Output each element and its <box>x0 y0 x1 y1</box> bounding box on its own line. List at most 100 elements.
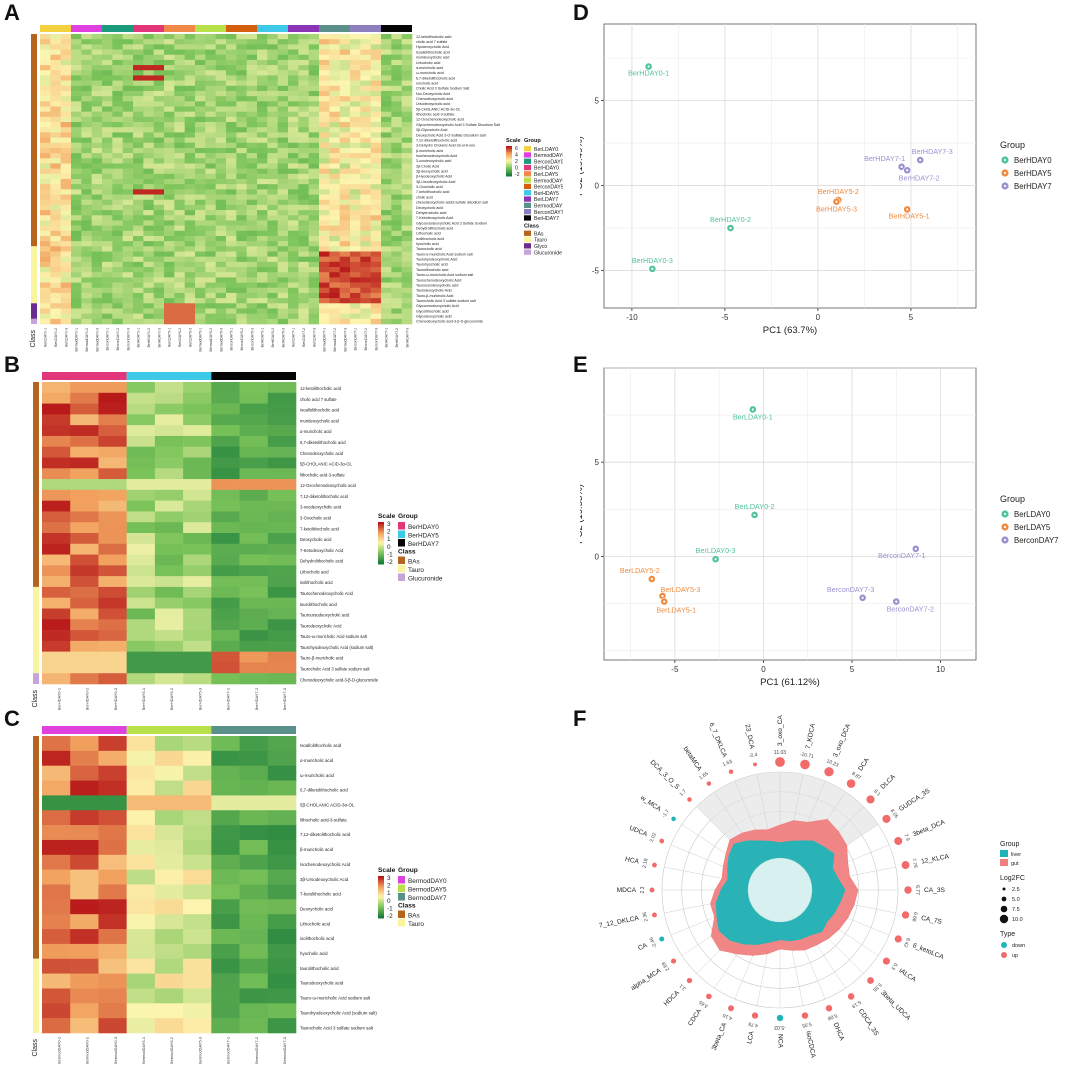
heatmap-cell <box>246 122 258 128</box>
heatmap-cell <box>143 142 154 149</box>
row-label: Cholic Acid 3 Sulfate Sodium Salt <box>416 87 469 91</box>
heatmap-cell <box>329 70 340 76</box>
x-axis-label: PC1 (61.12%) <box>760 677 820 688</box>
group-legend-item: BerconDAY0 <box>534 159 563 165</box>
heatmap-cell <box>60 210 72 216</box>
heatmap-cell <box>370 256 382 263</box>
heatmap-cell <box>153 241 165 247</box>
heatmap-cell <box>215 137 227 144</box>
heatmap-cell <box>205 225 216 232</box>
heatmap-cell <box>277 189 289 195</box>
row-label: hyocholic acid <box>300 951 328 956</box>
heatmap-cell <box>257 111 268 118</box>
panel-label-e: E <box>573 352 588 377</box>
heatmap-cell <box>239 765 269 781</box>
heatmap-cell <box>81 303 92 309</box>
scale-tick: -1 <box>387 551 393 558</box>
heatmap-cell <box>40 173 51 180</box>
group-legend-item: BerHDAY5 <box>534 191 559 197</box>
heatmap-cell <box>42 597 71 609</box>
heatmap-cell <box>154 576 184 588</box>
heatmap-cell <box>184 189 196 195</box>
heatmap-cell <box>288 70 299 76</box>
heatmap-cell <box>40 101 51 107</box>
heatmap-cell <box>40 158 51 164</box>
heatmap-cell <box>257 127 268 133</box>
heatmap-cell <box>42 662 71 674</box>
group-bar-BerconDAY5 <box>226 25 257 32</box>
heatmap-cell <box>174 303 185 309</box>
heatmap-cell <box>211 403 240 415</box>
scale-swatch <box>378 532 384 536</box>
heatmap-cell <box>236 261 247 268</box>
column-label: BerconDAY7-1 <box>354 328 358 350</box>
heatmap-cell <box>329 173 340 180</box>
heatmap-cell <box>71 230 82 237</box>
heatmap-cell <box>239 511 269 523</box>
row-label: Isoallolithocholic acid <box>416 50 450 54</box>
log2fc-bubble <box>825 1005 833 1012</box>
heatmap-cell <box>267 137 278 144</box>
heatmap-cell <box>257 267 268 273</box>
heatmap-cell <box>319 261 330 268</box>
heatmap-cell <box>184 210 196 216</box>
heatmap-cell <box>350 158 361 164</box>
heatmap-cell <box>71 225 82 232</box>
row-label: Taurocholic Acid 3 sulfate sodium salt <box>416 299 476 303</box>
heatmap-cell <box>42 651 71 663</box>
heatmap-cell <box>70 597 99 609</box>
heatmap-cell <box>236 127 247 133</box>
row-label: Chenodeoxycholic acid-3-β-D-glucuronide <box>416 320 483 324</box>
row-label: 7-Ketodeoxycholic Acid <box>300 548 344 553</box>
heatmap-cell <box>102 111 113 118</box>
heatmap-cell <box>226 204 237 211</box>
heatmap-cell <box>391 70 402 76</box>
row-label: isolithocholic acid <box>300 936 335 941</box>
heatmap-cell <box>183 500 212 512</box>
scale-tick: 4 <box>515 153 518 159</box>
heatmap-cell <box>360 142 371 149</box>
heatmap-cell <box>267 184 278 190</box>
heatmap-cell <box>183 403 212 415</box>
heatmap-cell <box>174 308 185 314</box>
heatmap-cell <box>298 220 309 226</box>
heatmap-cell <box>91 65 103 71</box>
heatmap-cell <box>133 173 144 180</box>
column-label: BerLDAY7-1 <box>292 328 296 347</box>
heatmap-cell <box>308 210 320 216</box>
heatmap-cell <box>239 425 269 437</box>
heatmap-cell <box>174 246 185 252</box>
heatmap-cell <box>236 287 247 294</box>
heatmap-cell <box>298 189 309 195</box>
heatmap-cell <box>70 795 99 811</box>
heatmap-cell <box>153 70 165 76</box>
scale-swatch <box>378 524 384 527</box>
heatmap-cell <box>143 246 154 252</box>
heatmap-cell <box>267 34 278 40</box>
heatmap-cell <box>298 85 309 92</box>
heatmap-cell <box>401 272 413 278</box>
heatmap-cell <box>339 116 351 123</box>
heatmap-cell <box>236 101 247 107</box>
row-label: Isoallolithocholic acid <box>300 408 340 413</box>
class-legend-item: BAs <box>534 231 544 237</box>
heatmap-cell <box>42 543 71 555</box>
heatmap-cell <box>50 230 61 237</box>
heatmap-cell <box>133 127 144 133</box>
class-axis-label: Class <box>32 1039 39 1057</box>
heatmap-cell <box>102 168 113 175</box>
heatmap-cell <box>288 308 299 314</box>
heatmap-cell <box>122 142 134 149</box>
heatmap-cell <box>401 230 413 237</box>
heatmap-cell <box>239 619 269 631</box>
legend-marker-center <box>1003 171 1007 175</box>
heatmap-cell <box>298 96 309 102</box>
heatmap-cell <box>239 457 269 469</box>
row-label: 12-Oxochenodeoxycholic acid <box>416 118 464 122</box>
heatmap-cell <box>246 230 258 237</box>
scale-swatch <box>506 149 512 151</box>
heatmap-cell <box>205 246 216 252</box>
heatmap-cell <box>133 44 144 50</box>
heatmap-cell <box>215 44 227 50</box>
heatmap-cell <box>350 168 361 175</box>
